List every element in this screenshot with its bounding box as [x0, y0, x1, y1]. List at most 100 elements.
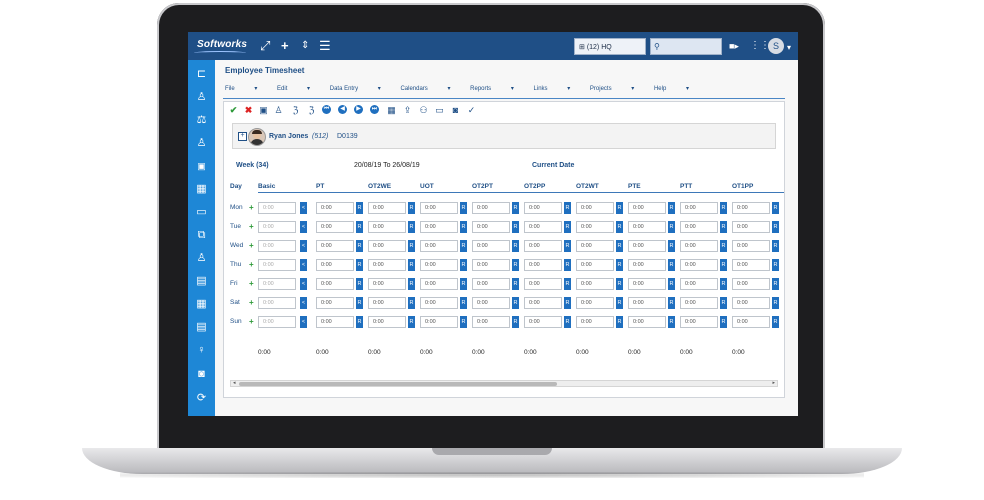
- time-cell[interactable]: 0:00: [258, 316, 296, 328]
- rate-tag[interactable]: R: [512, 202, 519, 214]
- confirm-icon[interactable]: ✔: [229, 105, 238, 115]
- time-cell[interactable]: 0:00: [420, 240, 458, 252]
- rate-tag[interactable]: R: [720, 259, 727, 271]
- calendar-grid-icon[interactable]: ▦: [196, 298, 207, 310]
- time-cell[interactable]: 0:00: [524, 297, 562, 309]
- time-cell[interactable]: 0:00: [258, 240, 296, 252]
- time-cell[interactable]: 0:00: [732, 240, 770, 252]
- cancel-icon[interactable]: ✖: [244, 105, 253, 115]
- sort-icon[interactable]: ⇕: [301, 40, 310, 51]
- time-cell[interactable]: 0:00: [732, 202, 770, 214]
- add-entry-icon[interactable]: +: [249, 222, 254, 231]
- time-cell[interactable]: 0:00: [576, 202, 614, 214]
- rate-tag[interactable]: R: [616, 240, 623, 252]
- time-cell[interactable]: 0:00: [258, 278, 296, 290]
- time-cell[interactable]: 0:00: [420, 259, 458, 271]
- scales-icon[interactable]: ⚖: [196, 114, 207, 126]
- rate-tag[interactable]: R: [564, 297, 571, 309]
- rate-tag[interactable]: R: [668, 202, 675, 214]
- rate-tag[interactable]: R: [720, 221, 727, 233]
- user-edit-icon[interactable]: ♙: [274, 105, 283, 115]
- rate-tag[interactable]: R: [408, 297, 415, 309]
- rate-tag[interactable]: R: [512, 297, 519, 309]
- time-cell[interactable]: 0:00: [680, 278, 718, 290]
- people-icon[interactable]: ♙: [196, 91, 207, 103]
- scroll-left-icon[interactable]: ◂: [233, 380, 236, 386]
- rate-tag[interactable]: R: [564, 259, 571, 271]
- calendar-edit-icon[interactable]: ▦: [196, 183, 207, 195]
- time-cell[interactable]: 0:00: [576, 259, 614, 271]
- time-cell[interactable]: 0:00: [732, 221, 770, 233]
- time-cell[interactable]: 0:00: [472, 259, 510, 271]
- rate-tag[interactable]: R: [356, 240, 363, 252]
- time-cell[interactable]: 0:00: [368, 221, 406, 233]
- time-cell[interactable]: 0:00: [472, 221, 510, 233]
- time-cell[interactable]: 0:00: [420, 297, 458, 309]
- time-cell[interactable]: 0:00: [420, 278, 458, 290]
- rate-tag[interactable]: R: [616, 297, 623, 309]
- rate-tag[interactable]: R: [460, 240, 467, 252]
- time-cell[interactable]: 0:00: [628, 297, 666, 309]
- user-gear-icon[interactable]: ♙: [196, 137, 207, 149]
- menu-help[interactable]: Help ▾: [653, 86, 689, 92]
- first-icon[interactable]: ⏮: [322, 105, 331, 114]
- last-icon[interactable]: ⏭: [370, 105, 379, 114]
- rate-tag[interactable]: R: [512, 316, 519, 328]
- scrollbar-thumb[interactable]: [239, 382, 557, 386]
- time-cell[interactable]: 0:00: [258, 259, 296, 271]
- rate-tag[interactable]: R: [668, 297, 675, 309]
- lock-tag[interactable]: <: [300, 202, 307, 214]
- prev-icon[interactable]: ◀: [338, 105, 347, 114]
- time-cell[interactable]: 0:00: [368, 259, 406, 271]
- time-cell[interactable]: 0:00: [316, 316, 354, 328]
- check-icon[interactable]: ✓: [467, 105, 476, 115]
- time-cell[interactable]: 0:00: [316, 297, 354, 309]
- user-search-input[interactable]: ⚲: [650, 38, 722, 55]
- rate-tag[interactable]: R: [408, 278, 415, 290]
- rate-tag[interactable]: R: [564, 202, 571, 214]
- time-cell[interactable]: 0:00: [628, 221, 666, 233]
- lock-tag[interactable]: <: [300, 278, 307, 290]
- rate-tag[interactable]: R: [460, 297, 467, 309]
- rate-tag[interactable]: R: [460, 202, 467, 214]
- menu-edit[interactable]: Edit ▾: [277, 86, 311, 92]
- rate-tag[interactable]: R: [564, 316, 571, 328]
- rate-tag[interactable]: R: [356, 259, 363, 271]
- time-cell[interactable]: 0:00: [316, 221, 354, 233]
- time-cell[interactable]: 0:00: [472, 316, 510, 328]
- expand-employee-icon[interactable]: +: [238, 132, 247, 141]
- calendar-icon[interactable]: ▭: [196, 206, 207, 218]
- rate-tag[interactable]: R: [772, 297, 779, 309]
- network-icon[interactable]: ⚇: [419, 105, 428, 115]
- menu-reports[interactable]: Reports ▾: [470, 86, 514, 92]
- time-cell[interactable]: 0:00: [316, 278, 354, 290]
- menu-projects[interactable]: Projects ▾: [589, 86, 635, 92]
- add-entry-icon[interactable]: +: [249, 203, 254, 212]
- time-cell[interactable]: 0:00: [524, 202, 562, 214]
- time-cell[interactable]: 0:00: [258, 221, 296, 233]
- lock-tag[interactable]: <: [300, 316, 307, 328]
- rate-tag[interactable]: R: [460, 259, 467, 271]
- rate-tag[interactable]: R: [356, 297, 363, 309]
- rate-tag[interactable]: R: [720, 240, 727, 252]
- rate-tag[interactable]: R: [356, 221, 363, 233]
- time-cell[interactable]: 0:00: [524, 259, 562, 271]
- horizontal-scrollbar[interactable]: ◂ ▸: [230, 380, 778, 387]
- time-cell[interactable]: 0:00: [472, 278, 510, 290]
- time-cell[interactable]: 0:00: [420, 316, 458, 328]
- time-cell[interactable]: 0:00: [420, 221, 458, 233]
- time-cell[interactable]: 0:00: [576, 316, 614, 328]
- time-cell[interactable]: 0:00: [732, 316, 770, 328]
- rate-tag[interactable]: R: [408, 316, 415, 328]
- time-cell[interactable]: 0:00: [576, 297, 614, 309]
- time-cell[interactable]: 0:00: [680, 240, 718, 252]
- apps-grid-icon[interactable]: ⋮⋮: [750, 40, 770, 51]
- time-cell[interactable]: 0:00: [576, 240, 614, 252]
- rate-tag[interactable]: R: [668, 259, 675, 271]
- time-cell[interactable]: 0:00: [576, 278, 614, 290]
- time-cell[interactable]: 0:00: [368, 278, 406, 290]
- user-icon[interactable]: ♙: [196, 252, 207, 264]
- time-cell[interactable]: 0:00: [576, 221, 614, 233]
- upload-icon[interactable]: ⇪: [403, 105, 412, 115]
- time-cell[interactable]: 0:00: [368, 297, 406, 309]
